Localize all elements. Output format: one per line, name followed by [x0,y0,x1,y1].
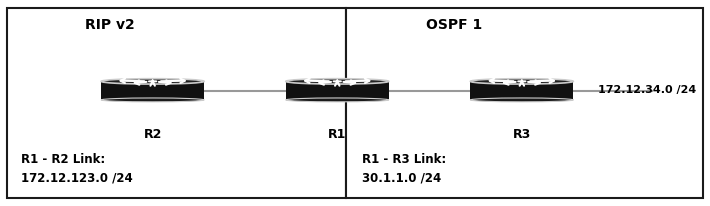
Bar [471,81,574,100]
Ellipse shape [102,98,204,102]
Ellipse shape [148,81,157,82]
Bar [102,81,204,100]
Ellipse shape [518,81,526,82]
Ellipse shape [285,98,389,102]
Text: R1 - R2 Link:
172.12.123.0 /24: R1 - R2 Link: 172.12.123.0 /24 [21,153,133,185]
Ellipse shape [102,79,204,84]
Ellipse shape [285,79,389,84]
Text: 172.12.34.0 /24: 172.12.34.0 /24 [598,85,696,95]
Ellipse shape [471,79,574,84]
Ellipse shape [333,81,342,82]
Text: R1 - R3 Link:
30.1.1.0 /24: R1 - R3 Link: 30.1.1.0 /24 [362,153,447,185]
Text: R2: R2 [143,128,162,142]
Bar [346,8,703,198]
Text: R3: R3 [513,128,531,142]
Text: OSPF 1: OSPF 1 [426,18,483,32]
Text: RIP v2: RIP v2 [85,18,135,32]
Bar [7,8,346,198]
Ellipse shape [471,98,574,102]
Text: R1: R1 [328,128,346,142]
Bar [285,81,389,100]
